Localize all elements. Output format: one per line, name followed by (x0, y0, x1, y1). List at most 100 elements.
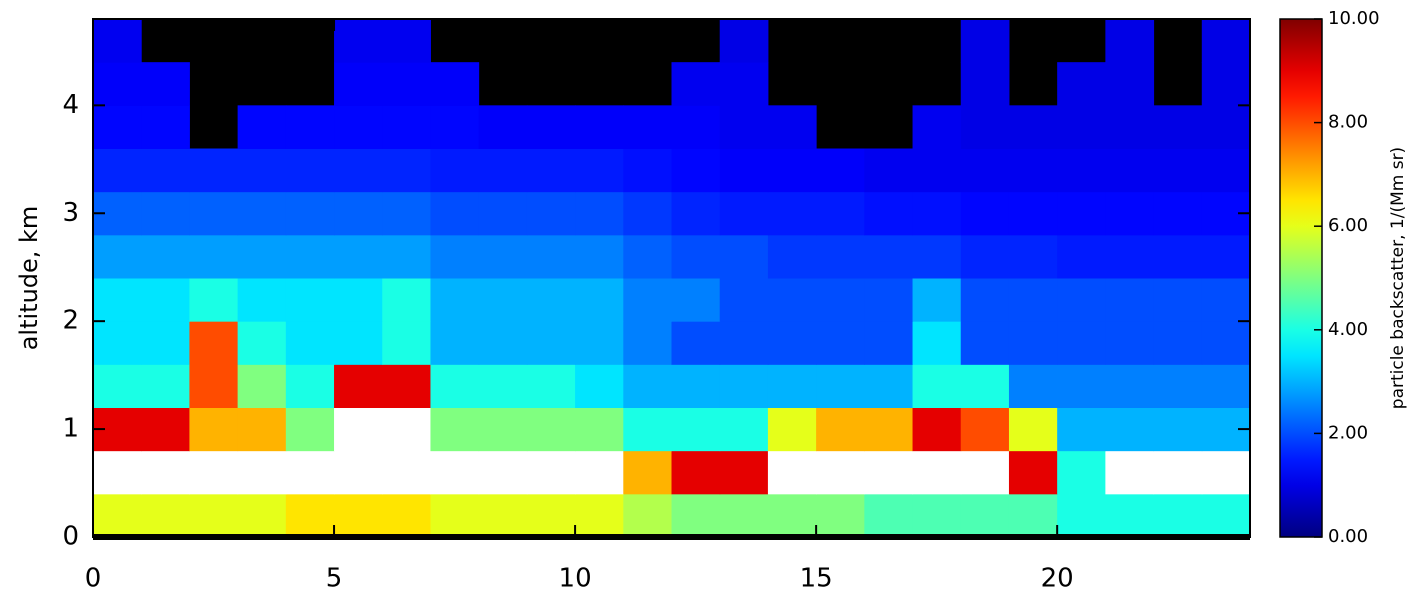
heatmap-cell (382, 191, 431, 236)
heatmap-cell (912, 234, 962, 279)
heatmap-cell (767, 321, 817, 365)
colorbar-tick-label: 6.00 (1328, 215, 1368, 236)
x-tick-label: 0 (85, 564, 102, 594)
heatmap-cell (141, 364, 190, 408)
heatmap-cell (767, 450, 817, 495)
heatmap-cell (1153, 191, 1203, 236)
heatmap-cell (478, 105, 528, 149)
heatmap-cell (430, 493, 480, 538)
heatmap-cell (719, 62, 769, 106)
heatmap-cell (1105, 105, 1155, 149)
heatmap-cell (816, 321, 865, 365)
heatmap-cell (285, 278, 335, 322)
heatmap-cell (1153, 364, 1203, 408)
heatmap-cell (1008, 450, 1058, 495)
heatmap-cell (719, 364, 769, 408)
colorbar-tick-label: 8.00 (1328, 112, 1368, 133)
heatmap-cell (1153, 407, 1203, 452)
heatmap-cell (1008, 191, 1058, 236)
heatmap-cell (719, 19, 769, 63)
heatmap-cell (575, 105, 624, 149)
heatmap-cell (623, 148, 672, 193)
heatmap-cell (575, 493, 624, 538)
heatmap-cell (912, 364, 962, 408)
heatmap-cell (960, 62, 1010, 106)
heatmap-cell (575, 278, 624, 322)
heatmap-cell (334, 493, 383, 538)
heatmap-cell (960, 191, 1010, 236)
heatmap-cell (526, 321, 576, 365)
heatmap-cell (864, 450, 914, 495)
heatmap-cell (237, 450, 287, 495)
heatmap-cell (382, 19, 431, 63)
y-tick-label: 1 (62, 414, 79, 444)
heatmap-cell (93, 450, 142, 495)
heatmap-cell (141, 321, 190, 365)
heatmap-cell (767, 234, 817, 279)
colorbar-tick-label: 4.00 (1328, 319, 1368, 340)
heatmap-cell (575, 234, 624, 279)
heatmap-cell (285, 407, 335, 452)
heatmap-cell (671, 105, 721, 149)
heatmap-cell (1201, 450, 1251, 495)
heatmap-cell (141, 450, 190, 495)
heatmap-cell (671, 148, 721, 193)
heatmap-cell (334, 321, 383, 365)
heatmap-cell (767, 407, 817, 452)
heatmap-cell (1008, 493, 1058, 538)
heatmap-cell (960, 278, 1010, 322)
heatmap-cell (719, 148, 769, 193)
heatmap-cell (767, 105, 817, 149)
heatmap-cell (189, 364, 239, 408)
heatmap-cell (285, 364, 335, 408)
x-tick-label: 10 (559, 564, 592, 594)
heatmap-cell (719, 407, 769, 452)
heatmap-cell (864, 234, 914, 279)
heatmap-cell (1153, 321, 1203, 365)
heatmap-cell (767, 364, 817, 408)
heatmap-cell (430, 148, 480, 193)
heatmap-cell (430, 62, 480, 106)
heatmap-cell (671, 450, 721, 495)
heatmap-cell (285, 148, 335, 193)
heatmap-cell (237, 364, 287, 408)
colorbar-label: particle backscatter, 1/(Mm sr) (1388, 147, 1408, 409)
heatmap-cell (671, 364, 721, 408)
heatmap-cell (671, 493, 721, 538)
heatmap-cell (912, 407, 962, 452)
heatmap-cell (719, 493, 769, 538)
heatmap-cell (1153, 234, 1203, 279)
x-tick-label: 20 (1041, 564, 1074, 594)
heatmap-cell (1201, 364, 1251, 408)
heatmap-cell (864, 407, 914, 452)
heatmap-cell (912, 105, 962, 149)
heatmap-cell (189, 191, 239, 236)
y-tick-label: 0 (62, 522, 79, 552)
heatmap-cell (1105, 278, 1155, 322)
heatmap-cell (1153, 493, 1203, 538)
y-tick-label: 2 (62, 306, 79, 336)
colorbar-tick-label: 10.00 (1328, 8, 1380, 29)
heatmap-cell (1201, 234, 1251, 279)
heatmap-cell (960, 105, 1010, 149)
heatmap-cell (334, 364, 383, 408)
heatmap-cell (864, 321, 914, 365)
heatmap-cell (382, 234, 431, 279)
heatmap-cell (1008, 321, 1058, 365)
heatmap-cell (1057, 364, 1106, 408)
heatmap-cell (189, 407, 239, 452)
heatmap-cell (960, 493, 1010, 538)
heatmap-cell (93, 364, 142, 408)
heatmap-cell (816, 364, 865, 408)
heatmap-cell (912, 191, 962, 236)
heatmap-cell (141, 493, 190, 538)
heatmap-cell (93, 148, 142, 193)
heatmap-cell (575, 364, 624, 408)
heatmap-cell (237, 278, 287, 322)
heatmap-cell (1201, 148, 1251, 193)
heatmap-cell (382, 364, 431, 408)
heatmap-cell (912, 278, 962, 322)
heatmap-cell (93, 19, 142, 63)
heatmap-cell (671, 407, 721, 452)
heatmap-cell (816, 234, 865, 279)
